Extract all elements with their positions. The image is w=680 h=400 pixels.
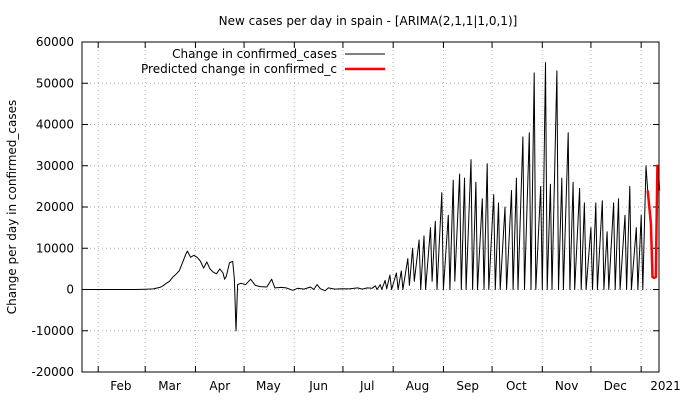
legend-label-confirmed: Change in confirmed_cases bbox=[172, 47, 337, 61]
chart-title: New cases per day in spain - [ARIMA(2,1,… bbox=[219, 14, 518, 28]
legend: Change in confirmed_cases Predicted chan… bbox=[141, 47, 385, 76]
x-tick-label: May bbox=[256, 379, 281, 393]
y-tick-label: 20000 bbox=[36, 200, 74, 214]
x-tick-label: Dec bbox=[604, 379, 627, 393]
x-tick-label: Jul bbox=[359, 379, 374, 393]
y-tick-label: 10000 bbox=[36, 241, 74, 255]
x-tick-label: 2021 bbox=[650, 379, 680, 393]
y-ticks: -20000 -10000 0 10000 20000 30000 40000 50000 60… bbox=[31, 35, 659, 379]
y-tick-label: 30000 bbox=[36, 159, 74, 173]
x-tick-label: Mar bbox=[158, 379, 181, 393]
x-tick-label: Sep bbox=[456, 379, 479, 393]
grid bbox=[82, 42, 659, 372]
x-ticks: Feb Mar Apr May Jun Jul Aug Sep Oct Nov Dec 2021 bbox=[97, 42, 680, 393]
y-tick-label: -20000 bbox=[31, 365, 74, 379]
y-tick-label: 0 bbox=[66, 283, 74, 297]
x-tick-label: Feb bbox=[110, 379, 131, 393]
y-tick-label: 60000 bbox=[36, 35, 74, 49]
series-line-predicted bbox=[646, 164, 661, 280]
y-tick-label: -10000 bbox=[31, 324, 74, 338]
x-tick-label: Nov bbox=[555, 379, 578, 393]
plot-border bbox=[81, 41, 660, 373]
series-group bbox=[82, 62, 661, 332]
series-line-confirmed bbox=[82, 62, 649, 332]
y-tick-label: 40000 bbox=[36, 118, 74, 132]
x-tick-label: Aug bbox=[406, 379, 429, 393]
x-tick-label: Jun bbox=[308, 379, 328, 393]
legend-label-predicted: Predicted change in confirmed_c bbox=[141, 62, 337, 76]
y-axis-label: Change per day in confirmed_cases bbox=[5, 100, 19, 315]
y-tick-label: 50000 bbox=[36, 76, 74, 90]
x-tick-label: Oct bbox=[506, 379, 527, 393]
x-tick-label: Apr bbox=[209, 379, 230, 393]
